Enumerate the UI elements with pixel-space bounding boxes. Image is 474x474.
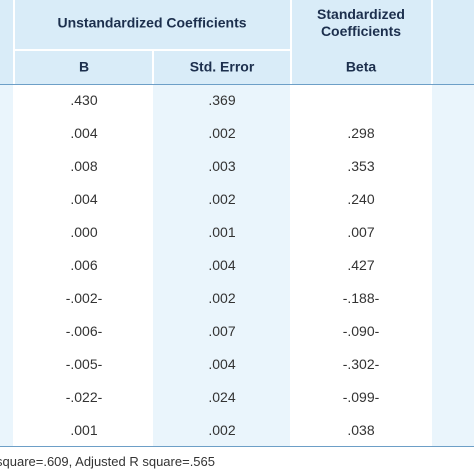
table-cell: .008	[70, 158, 98, 174]
table-cell: .353	[347, 158, 375, 174]
table-cell: .002	[208, 290, 236, 306]
divider	[15, 49, 290, 51]
table-cell: -.002-	[65, 290, 103, 306]
table-cell: .002	[208, 422, 236, 438]
table-cell: .006	[70, 257, 98, 273]
table-cell: .003	[208, 158, 236, 174]
table-cell: -.302-	[342, 356, 380, 372]
table-cell: -.005-	[65, 356, 103, 372]
table-cell: .002	[208, 125, 236, 141]
divider	[431, 0, 433, 84]
table-cell: .004	[208, 257, 236, 273]
table-cell: .004	[70, 191, 98, 207]
header-rule	[0, 84, 474, 85]
table-cell: -.022-	[65, 389, 103, 405]
table-cell: .004	[208, 356, 236, 372]
table-cell: .007	[347, 224, 375, 240]
table-cell: .001	[70, 422, 98, 438]
header-band	[0, 0, 474, 84]
column-shade	[153, 84, 290, 446]
table-cell: .000	[70, 224, 98, 240]
table-cell: .240	[347, 191, 375, 207]
footer-rule	[0, 446, 474, 447]
table-cell: .007	[208, 323, 236, 339]
column-header: B	[78, 58, 90, 75]
table-note: square=.609, Adjusted R square=.565	[0, 454, 215, 469]
table-cell: .298	[347, 125, 375, 141]
table-cell: -.006-	[65, 323, 103, 339]
divider	[290, 0, 292, 84]
table-cell: .427	[347, 257, 375, 273]
column-shade	[432, 84, 474, 446]
column-shade	[0, 84, 13, 446]
divider	[13, 0, 15, 84]
divider	[152, 50, 154, 84]
column-header: Beta	[345, 58, 377, 75]
group-header: Standardized Coefficients	[317, 6, 405, 39]
group-header: Unstandardized Coefficients	[57, 14, 247, 31]
table-cell: -.090-	[342, 323, 380, 339]
table-cell: .001	[208, 224, 236, 240]
table-cell: .038	[347, 422, 375, 438]
table-cell: .002	[208, 191, 236, 207]
table-cell: .369	[208, 92, 236, 108]
table-cell: .430	[70, 92, 98, 108]
table-cell: .004	[70, 125, 98, 141]
column-header: Std. Error	[189, 58, 255, 75]
table-cell: -.099-	[342, 389, 380, 405]
table-cell: .024	[208, 389, 236, 405]
table-cell: -.188-	[342, 290, 380, 306]
